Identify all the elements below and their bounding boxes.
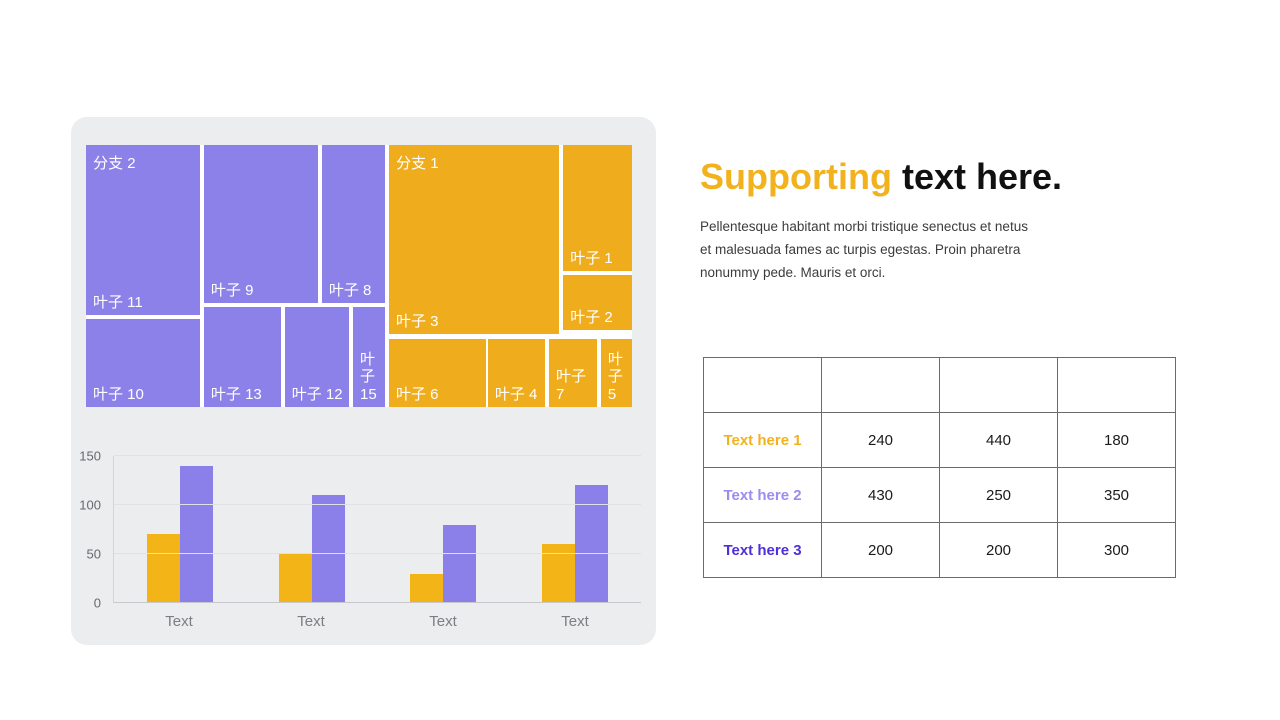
treemap-cell-label: 叶子 2 — [570, 308, 613, 326]
treemap-chart: 叶子 11 叶子 9 叶子 8 叶子 10 叶子 13 叶子 12 叶子 15 叶子 3 叶子 … — [86, 145, 632, 407]
charts-panel-card: 叶子 11 叶子 9 叶子 8 叶子 10 叶子 13 叶子 12 叶子 15 叶子 3 叶子 … — [71, 117, 656, 645]
table-cell: 200 — [939, 522, 1058, 578]
treemap-cell: 叶子 2 — [563, 274, 632, 330]
gridline — [114, 504, 641, 505]
treemap-cell-label: 叶子 15 — [359, 351, 377, 403]
x-axis-category-label: Text — [429, 613, 457, 630]
page-title: Supporting text here. — [700, 156, 1200, 197]
treemap-cell-label: 叶子 11 — [93, 293, 143, 311]
table-row-label: Text here 2 — [703, 467, 822, 523]
table-header-row — [703, 357, 1176, 413]
bar-groups — [114, 456, 641, 603]
treemap-cell: 叶子 15 — [352, 306, 386, 407]
table-row: Text here 1 240 440 180 — [703, 412, 1176, 468]
gridline — [114, 602, 641, 603]
treemap-cell: 叶子 10 — [86, 318, 201, 407]
bar-series-yellow — [410, 573, 444, 603]
treemap-group-label: 分支 2 — [93, 155, 136, 173]
text-column: Supporting text here. Pellentesque habit… — [700, 156, 1200, 285]
bar-series-yellow — [542, 544, 576, 603]
bar-series-yellow — [278, 554, 312, 603]
treemap-cell: 叶子 3 — [389, 145, 559, 334]
table-cell: 180 — [1057, 412, 1176, 468]
table-row: Text here 2 430 250 350 — [703, 467, 1176, 523]
bar-series-yellow — [146, 534, 180, 603]
bar-chart-y-axis: 0 50 100 150 — [71, 449, 107, 611]
treemap-cell: 叶子 9 — [203, 145, 319, 303]
treemap-cell-label: 叶子 8 — [328, 281, 372, 299]
table-header-cell — [1057, 357, 1176, 413]
treemap-cell: 叶子 5 — [600, 338, 632, 407]
table-cell: 250 — [939, 467, 1058, 523]
x-axis-category-label: Text — [165, 613, 193, 630]
table-cell: 440 — [939, 412, 1058, 468]
bar-group — [114, 456, 246, 603]
bar-series-purple — [179, 465, 213, 603]
table-header-cell — [939, 357, 1058, 413]
bar-series-purple — [311, 495, 345, 603]
treemap-group-label: 分支 1 — [396, 155, 439, 173]
treemap-cell-label: 叶子 3 — [396, 312, 439, 330]
data-table-body: Text here 1 240 440 180 Text here 2 430 250 350… — [703, 357, 1176, 578]
bar-series-purple — [443, 524, 477, 603]
gridline — [114, 455, 641, 456]
title-rest: text here. — [891, 156, 1063, 197]
treemap-cell: 叶子 11 — [86, 145, 201, 316]
treemap-cell-label: 叶子 4 — [494, 385, 538, 403]
treemap-cell: 叶子 8 — [321, 145, 385, 303]
treemap-cell-label: 叶子 7 — [556, 368, 587, 403]
treemap-cell: 叶子 4 — [487, 338, 545, 407]
y-axis-tick-label: 100 — [79, 497, 101, 513]
data-table: Text here 1 240 440 180 Text here 2 430 250 350… — [703, 357, 1176, 578]
title-highlight: Supporting — [700, 156, 892, 197]
table-cell: 200 — [821, 522, 940, 578]
treemap-cell: 叶子 7 — [549, 338, 598, 407]
y-axis-tick-label: 150 — [79, 448, 101, 464]
table-cell: 350 — [1057, 467, 1176, 523]
table-header-cell — [821, 357, 940, 413]
table-wrap: Text here 1 240 440 180 Text here 2 430 250 350… — [703, 357, 1176, 578]
treemap-cell-label: 叶子 12 — [291, 385, 343, 403]
bar-chart-x-labels: Text Text Text Text — [113, 613, 641, 630]
body-paragraph: Pellentesque habitant morbi tristique se… — [700, 219, 1028, 281]
treemap-cell-label: 叶子 13 — [210, 385, 262, 403]
treemap-cell-label: 叶子 10 — [93, 385, 144, 403]
bar-group — [509, 456, 641, 603]
bar-group — [246, 456, 378, 603]
treemap-cell-label: 叶子 9 — [210, 281, 254, 299]
table-cell: 240 — [821, 412, 940, 468]
gridline — [114, 553, 641, 554]
table-row: Text here 3 200 200 300 — [703, 522, 1176, 578]
y-axis-tick-label: 0 — [93, 595, 101, 611]
treemap-cell-label: 叶子 1 — [570, 249, 613, 267]
treemap-cell: 叶子 12 — [284, 306, 349, 407]
treemap-cell-label: 叶子 6 — [396, 385, 439, 403]
x-axis-category-label: Text — [561, 613, 589, 630]
bar-group — [378, 456, 510, 603]
table-header-cell — [703, 357, 822, 413]
treemap-cell: 叶子 6 — [389, 338, 487, 407]
table-row-label: Text here 1 — [703, 412, 822, 468]
table-cell: 300 — [1057, 522, 1176, 578]
treemap-cell-label: 叶子 5 — [607, 351, 623, 403]
bar-series-purple — [575, 485, 609, 603]
y-axis-tick-label: 50 — [86, 546, 101, 562]
treemap-cell: 叶子 1 — [563, 145, 632, 272]
x-axis-category-label: Text — [297, 613, 325, 630]
bar-chart: 0 50 100 150 Text Text Text Text — [71, 117, 656, 645]
treemap-cell: 叶子 13 — [203, 306, 281, 407]
table-row-label: Text here 3 — [703, 522, 822, 578]
bar-chart-plot — [113, 455, 641, 603]
table-cell: 430 — [821, 467, 940, 523]
